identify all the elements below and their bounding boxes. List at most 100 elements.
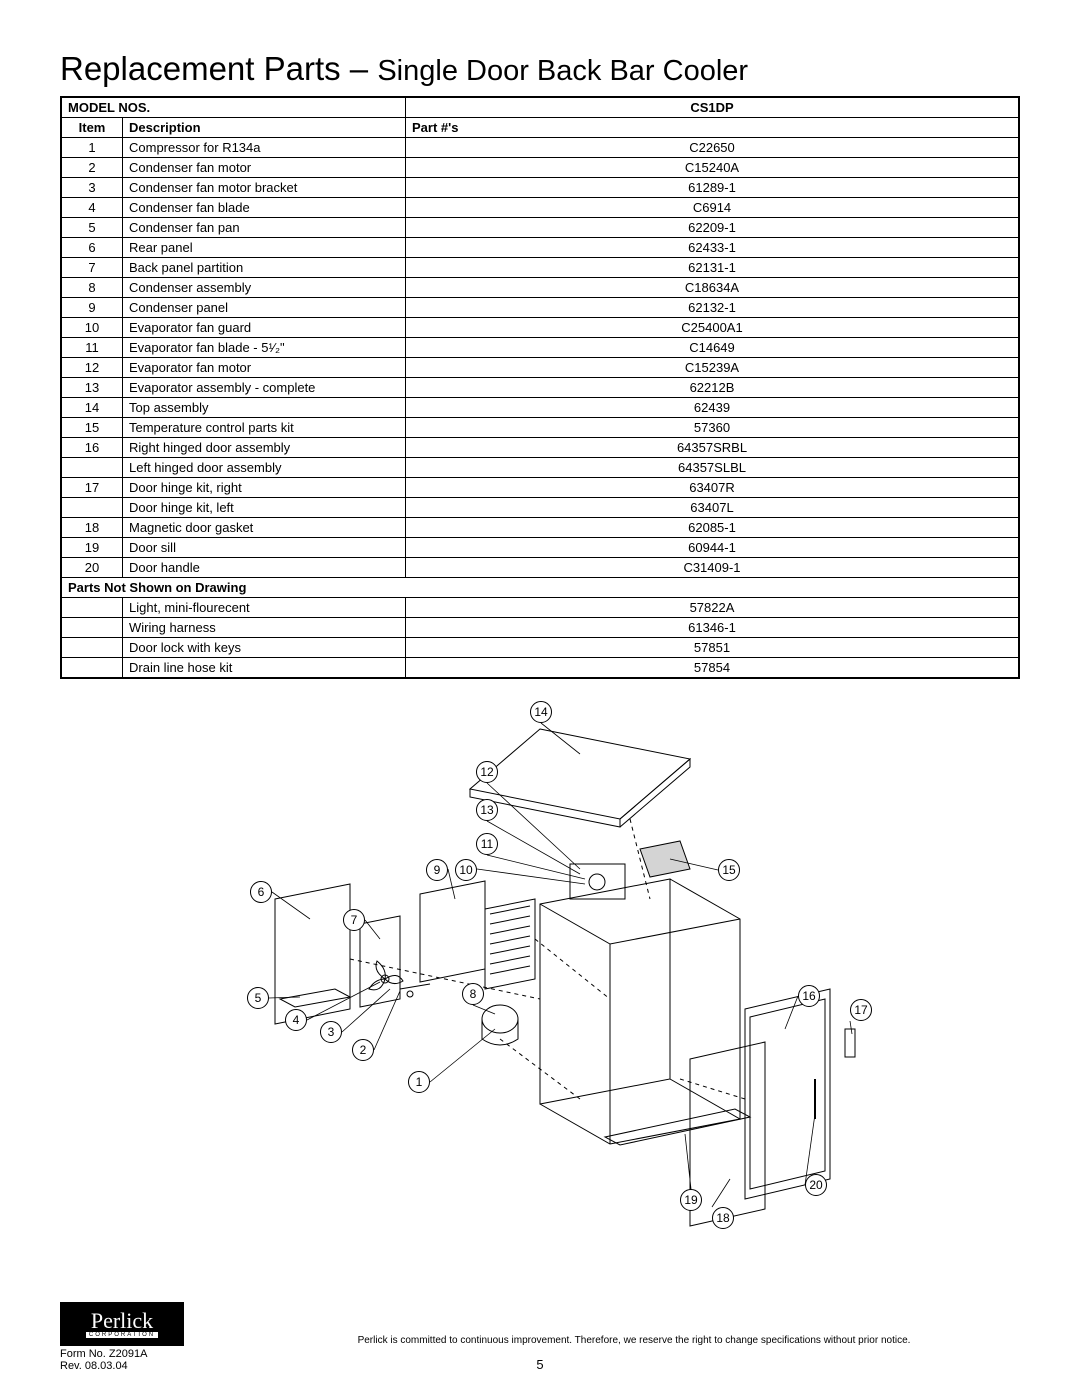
table-row: 9Condenser panel62132-1 — [61, 298, 1019, 318]
callout-12: 12 — [476, 761, 498, 783]
cell-item — [61, 658, 123, 679]
cell-desc: Door hinge kit, right — [123, 478, 406, 498]
callout-4: 4 — [285, 1009, 307, 1031]
cell-part: 61346-1 — [406, 618, 1020, 638]
cell-item: 17 — [61, 478, 123, 498]
callout-9: 9 — [426, 859, 448, 881]
table-row: 20Door handleC31409-1 — [61, 558, 1019, 578]
table-row: 14Top assembly62439 — [61, 398, 1019, 418]
table-row: 11Evaporator fan blade - 5¹⁄₂"C14649 — [61, 338, 1019, 358]
table-row: 2Condenser fan motorC15240A — [61, 158, 1019, 178]
table-row: 15Temperature control parts kit57360 — [61, 418, 1019, 438]
logo-corp: CORPORATION — [86, 1332, 158, 1338]
cell-part: C15239A — [406, 358, 1020, 378]
cell-desc: Condenser fan motor bracket — [123, 178, 406, 198]
cell-item: 8 — [61, 278, 123, 298]
cell-item — [61, 598, 123, 618]
parts-table: MODEL NOS. CS1DP Item Description Part #… — [60, 96, 1020, 679]
table-row: 7Back panel partition62131-1 — [61, 258, 1019, 278]
table-row: 8Condenser assemblyC18634A — [61, 278, 1019, 298]
table-row: 19Door sill60944-1 — [61, 538, 1019, 558]
cell-desc: Condenser fan blade — [123, 198, 406, 218]
callout-13: 13 — [476, 799, 498, 821]
page-title: Replacement Parts – Single Door Back Bar… — [60, 50, 1020, 88]
cell-part: C22650 — [406, 138, 1020, 158]
cell-part: 62212B — [406, 378, 1020, 398]
col-part-header: Part #'s — [406, 118, 1020, 138]
cell-part: 57851 — [406, 638, 1020, 658]
cell-item: 3 — [61, 178, 123, 198]
table-row: Drain line hose kit57854 — [61, 658, 1019, 679]
cell-item: 20 — [61, 558, 123, 578]
cell-item: 7 — [61, 258, 123, 278]
cell-part: C15240A — [406, 158, 1020, 178]
cell-part: 62085-1 — [406, 518, 1020, 538]
callout-18: 18 — [712, 1207, 734, 1229]
table-row: 13Evaporator assembly - complete62212B — [61, 378, 1019, 398]
cell-item: 13 — [61, 378, 123, 398]
cell-part: 61289-1 — [406, 178, 1020, 198]
cell-desc: Evaporator fan guard — [123, 318, 406, 338]
callout-15: 15 — [718, 859, 740, 881]
table-row: 4Condenser fan bladeC6914 — [61, 198, 1019, 218]
callout-14: 14 — [530, 701, 552, 723]
page-number: 5 — [0, 1357, 1080, 1372]
cell-item: 14 — [61, 398, 123, 418]
cell-part: C18634A — [406, 278, 1020, 298]
cell-desc: Left hinged door assembly — [123, 458, 406, 478]
title-sub: Single Door Back Bar Cooler — [377, 55, 748, 87]
callout-16: 16 — [798, 985, 820, 1007]
cell-item — [61, 638, 123, 658]
col-item-header: Item — [61, 118, 123, 138]
callout-7: 7 — [343, 909, 365, 931]
cell-desc: Back panel partition — [123, 258, 406, 278]
table-row: 3Condenser fan motor bracket61289-1 — [61, 178, 1019, 198]
cell-desc: Rear panel — [123, 238, 406, 258]
cell-part: C14649 — [406, 338, 1020, 358]
cell-desc: Condenser fan motor — [123, 158, 406, 178]
cell-desc: Drain line hose kit — [123, 658, 406, 679]
cell-desc: Compressor for R134a — [123, 138, 406, 158]
cell-desc: Condenser panel — [123, 298, 406, 318]
cell-item — [61, 618, 123, 638]
col-desc-header: Description — [123, 118, 406, 138]
title-main: Replacement Parts – — [60, 50, 377, 87]
cell-desc: Condenser assembly — [123, 278, 406, 298]
table-row: 16Right hinged door assembly64357SRBL — [61, 438, 1019, 458]
exploded-diagram: 1412131191015675816174321201918 — [190, 699, 890, 1259]
callout-1: 1 — [408, 1071, 430, 1093]
cell-desc: Magnetic door gasket — [123, 518, 406, 538]
cell-item — [61, 498, 123, 518]
cell-desc: Door hinge kit, left — [123, 498, 406, 518]
cell-part: C6914 — [406, 198, 1020, 218]
cell-part: 62433-1 — [406, 238, 1020, 258]
cell-item — [61, 458, 123, 478]
callout-6: 6 — [250, 881, 272, 903]
cell-desc: Evaporator fan motor — [123, 358, 406, 378]
table-row: 12Evaporator fan motorC15239A — [61, 358, 1019, 378]
cell-desc: Wiring harness — [123, 618, 406, 638]
logo: Perlick CORPORATION — [60, 1302, 184, 1346]
section-header: Parts Not Shown on Drawing — [61, 578, 1019, 598]
cell-desc: Door lock with keys — [123, 638, 406, 658]
callout-5: 5 — [247, 987, 269, 1009]
cell-desc: Door handle — [123, 558, 406, 578]
table-row: 18Magnetic door gasket62085-1 — [61, 518, 1019, 538]
cell-item: 16 — [61, 438, 123, 458]
disclaimer: Perlick is committed to continuous impro… — [274, 1335, 994, 1346]
cell-desc: Condenser fan pan — [123, 218, 406, 238]
callout-11: 11 — [476, 833, 498, 855]
cell-part: 64357SRBL — [406, 438, 1020, 458]
cell-part: 60944-1 — [406, 538, 1020, 558]
cell-desc: Evaporator fan blade - 5¹⁄₂" — [123, 338, 406, 358]
cell-part: 62132-1 — [406, 298, 1020, 318]
cell-part: 64357SLBL — [406, 458, 1020, 478]
cell-item: 15 — [61, 418, 123, 438]
cell-desc: Right hinged door assembly — [123, 438, 406, 458]
cell-item: 19 — [61, 538, 123, 558]
model-header: MODEL NOS. — [61, 97, 406, 118]
table-row: 5Condenser fan pan62209-1 — [61, 218, 1019, 238]
callout-2: 2 — [352, 1039, 374, 1061]
cell-part: C31409-1 — [406, 558, 1020, 578]
table-row: 1Compressor for R134aC22650 — [61, 138, 1019, 158]
